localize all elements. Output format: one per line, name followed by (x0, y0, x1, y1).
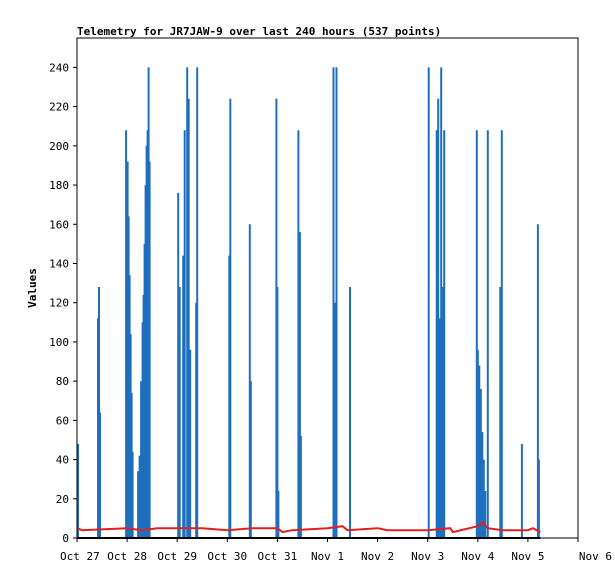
y-tick-label-140: 140 (49, 257, 69, 270)
x-axis: Oct 27 Oct 28 Oct 29 Oct 30 Oct 31 Nov 1 Nov 2… (60, 538, 612, 563)
y-tick-label-180: 180 (49, 179, 69, 192)
y-tick-label-40: 40 (56, 454, 69, 467)
y-tick-label-0: 0 (62, 532, 69, 545)
x-tick-label-7: Nov 3 (411, 550, 444, 563)
y-tick-label-160: 160 (49, 218, 69, 231)
y-tick-label-120: 120 (49, 297, 69, 310)
y-tick-label-100: 100 (49, 336, 69, 349)
x-tick-label-3: Oct 30 (207, 550, 247, 563)
y-tick-label-200: 200 (49, 140, 69, 153)
y-tick-label-60: 60 (56, 414, 69, 427)
y-tick-label-240: 240 (49, 61, 69, 74)
x-tick-label-8: Nov 4 (461, 550, 494, 563)
spike-series (77, 67, 540, 538)
x-tick-label-9: Nov 5 (511, 550, 544, 563)
x-tick-label-4: Oct 31 (258, 550, 298, 563)
plot-frame (76, 37, 579, 539)
x-tick-label-6: Nov 2 (361, 550, 394, 563)
x-tick-label-5: Nov 1 (311, 550, 344, 563)
chart-title: Telemetry for JR7JAW-9 over last 240 hou… (77, 25, 441, 38)
x-tick-label-1: Oct 28 (107, 550, 147, 563)
x-tick-label-2: Oct 29 (157, 550, 197, 563)
y-axis-label: Values (26, 268, 39, 308)
x-tick-label-0: Oct 27 (60, 550, 100, 563)
x-tick-label-10: Nov 6 (579, 550, 612, 563)
y-axis: 0 20 40 60 80 100 120 140 160 180 200 220 240 (49, 61, 77, 545)
y-tick-label-80: 80 (56, 375, 69, 388)
y-tick-label-220: 220 (49, 101, 69, 114)
y-tick-label-20: 20 (56, 493, 69, 506)
series-line-1 (76, 520, 541, 534)
